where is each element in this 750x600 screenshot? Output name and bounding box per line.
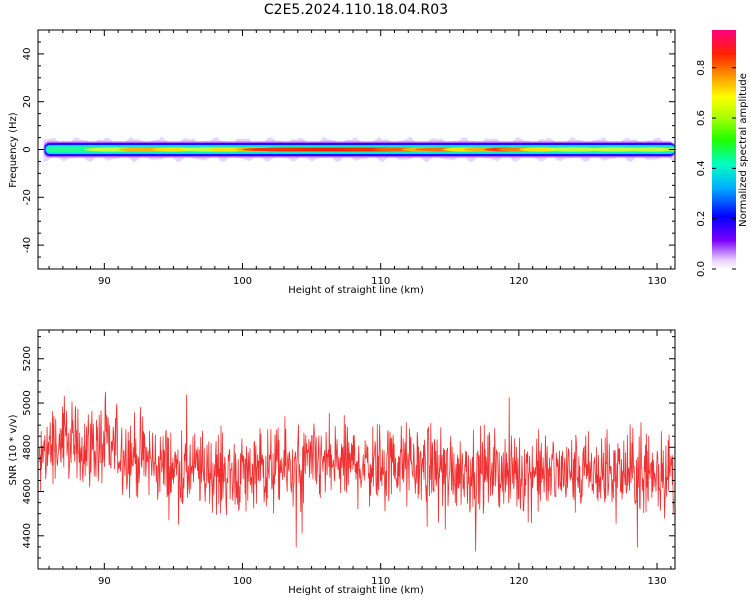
snr-frame (37, 329, 676, 570)
spectrogram-hotspot (546, 147, 602, 152)
spectrogram-y-tick-label: -40 (22, 237, 33, 253)
spectrogram-y-tick-label: 0 (22, 146, 33, 152)
snr-x-tick-label: 90 (98, 576, 111, 587)
snr-panel: 90 100 110 120 130 4400 4600 4800 5000 5200 Heig… (8, 329, 676, 596)
snr-x-tick-label: 120 (509, 576, 528, 587)
colorbar-gradient (712, 30, 736, 269)
snr-x-tick-label: 100 (233, 576, 252, 587)
spectrogram-y-ticks: -40 -20 0 20 40 (22, 41, 675, 258)
spectrogram-hotspot (152, 147, 195, 152)
spectrogram-x-tick-label: 90 (98, 276, 111, 287)
snr-y-ticks: 4400 4600 4800 5000 5200 (22, 336, 675, 559)
colorbar-tick-label: 0.2 (696, 211, 707, 227)
colorbar-tick-label: 0.4 (696, 160, 707, 176)
spectrogram-x-tick-label: 110 (371, 276, 390, 287)
snr-x-tick-label: 110 (371, 576, 390, 587)
snr-x-label: Height of straight line (km) (288, 585, 424, 596)
snr-y-tick-label: 4800 (22, 435, 33, 460)
snr-series-line (39, 391, 674, 552)
snr-y-tick-label: 5000 (22, 390, 33, 415)
spectrogram-x-label: Height of straight line (km) (288, 285, 424, 296)
spectrogram-hotspot (622, 147, 678, 152)
snr-y-label: SNR (10 * v/v) (8, 414, 19, 485)
spectrogram-y-tick-label: 40 (22, 48, 33, 61)
colorbar-ticks: 0.0 0.2 0.4 0.6 0.8 (696, 60, 736, 277)
colorbar-tick-label: 0.0 (696, 261, 707, 277)
spectrogram-panel: 90 100 110 120 130 -40 -20 0 20 40 Height of str… (8, 29, 678, 296)
spectrogram-band (43, 136, 678, 163)
spectrogram-y-tick-label: 20 (22, 95, 33, 108)
snr-x-ticks: 90 100 110 120 130 (48, 330, 672, 587)
colorbar: 0.0 0.2 0.4 0.6 0.8 Normalized spectral ampl… (696, 30, 749, 277)
figure-title: C2E5.2024.110.18.04.R03 (264, 2, 448, 18)
spectrogram-y-tick-label: -20 (22, 189, 33, 205)
spectrogram-hotspot (518, 147, 561, 152)
colorbar-tick-label: 0.8 (696, 60, 707, 76)
spectrogram-x-tick-label: 100 (233, 276, 252, 287)
spectrogram-x-tick-label: 120 (509, 276, 528, 287)
snr-x-tick-label: 130 (647, 576, 666, 587)
colorbar-label: Normalized spectral amplitude (738, 73, 749, 227)
spectrogram-y-label: Frequency (Hz) (8, 112, 19, 188)
snr-y-tick-label: 4400 (22, 523, 33, 548)
spectrogram-x-tick-label: 130 (647, 276, 666, 287)
snr-y-tick-label: 4600 (22, 479, 33, 504)
spectrogram-x-ticks: 90 100 110 120 130 (48, 30, 672, 287)
snr-y-tick-label: 5200 (22, 346, 33, 371)
colorbar-tick-label: 0.6 (696, 110, 707, 126)
